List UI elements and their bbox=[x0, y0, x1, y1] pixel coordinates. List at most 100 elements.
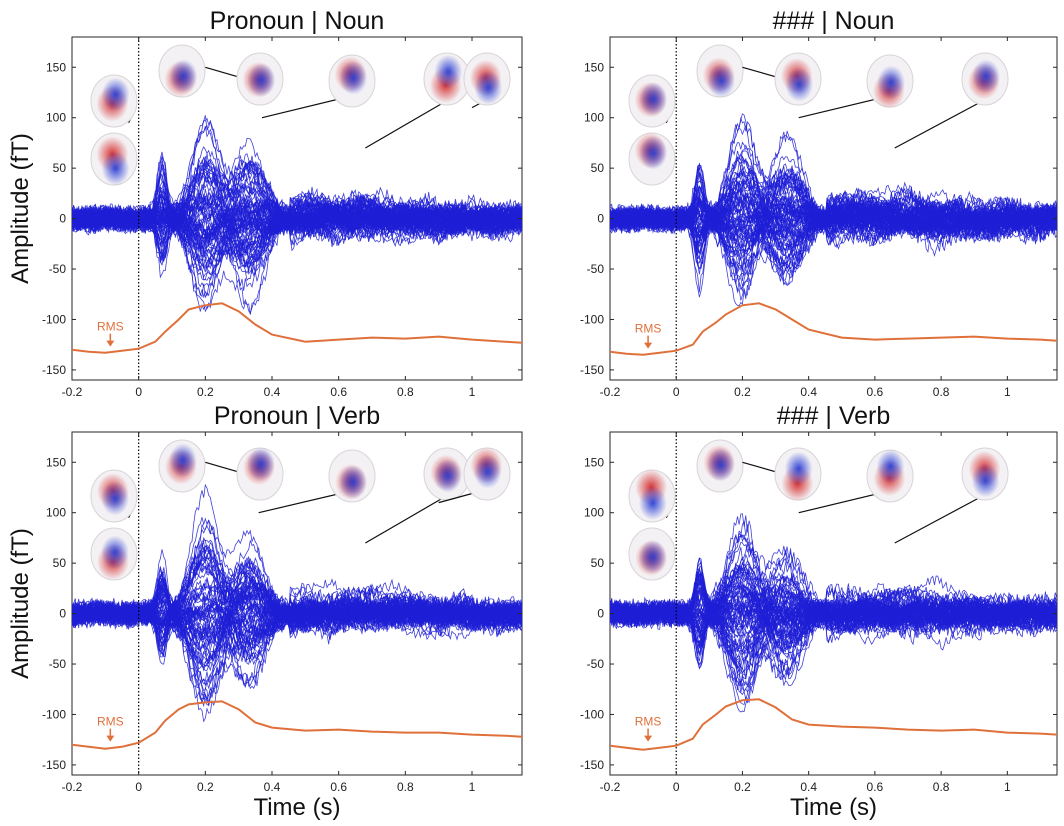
x-tick-label: 0.2 bbox=[197, 385, 214, 399]
channel-trace bbox=[610, 180, 1057, 245]
panel-pronoun-verb: Pronoun | Verb RMS -0.2 0 0.2 0.4 0.6 0.8 1 -150 -… bbox=[7, 402, 523, 821]
channel-trace bbox=[610, 596, 1057, 675]
x-tick-label: 0.2 bbox=[197, 780, 214, 794]
topomap-negative-blob bbox=[101, 77, 130, 112]
y-tick-label: -50 bbox=[587, 657, 605, 671]
x-tick-label: 0.6 bbox=[330, 385, 347, 399]
y-tick-label: 0 bbox=[597, 607, 604, 621]
topomap-negative-blob bbox=[247, 63, 276, 98]
x-tick-label: 0.6 bbox=[867, 780, 884, 794]
channel-trace bbox=[610, 564, 1057, 625]
channel-trace bbox=[610, 565, 1057, 680]
topomap-negative-blob bbox=[101, 481, 130, 516]
topomap-negative-blob bbox=[339, 60, 368, 95]
x-tick-label: 0.4 bbox=[800, 385, 817, 399]
topomap-head bbox=[696, 439, 744, 493]
y-tick-label: 150 bbox=[46, 60, 66, 74]
topomap-head bbox=[961, 52, 1009, 106]
topomap-negative-blob bbox=[434, 54, 463, 89]
x-tick-label: -0.2 bbox=[600, 780, 621, 794]
panel-title: ### | Noun bbox=[773, 7, 895, 35]
panel-pronoun-noun: Pronoun | Noun RMS -0.2 0 0.2 0.4 0.6 0.8 1 -150 -… bbox=[7, 7, 523, 399]
channel-traces bbox=[72, 115, 522, 315]
topomap-negative-blob bbox=[639, 135, 668, 170]
topomap-head bbox=[628, 469, 676, 523]
topomap-head bbox=[90, 469, 138, 523]
topomap-head bbox=[463, 52, 511, 106]
channel-trace bbox=[72, 591, 522, 641]
channel-trace bbox=[610, 193, 1057, 293]
y-tick-label: -50 bbox=[49, 262, 67, 276]
x-tick-label: 0.4 bbox=[800, 780, 817, 794]
x-tick-label: 0.8 bbox=[397, 780, 414, 794]
y-tick-label: 50 bbox=[591, 161, 605, 175]
topomap-negative-blob bbox=[473, 454, 502, 489]
panel-hash-noun: ### | Noun RMS -0.2 0 0.2 0.4 0.6 0.8 1 -150 -100 -… bbox=[580, 7, 1058, 399]
panel-title: Pronoun | Verb bbox=[214, 402, 380, 430]
x-tick-label: 0.6 bbox=[330, 780, 347, 794]
topomap-head bbox=[866, 54, 914, 109]
topomap-negative-blob bbox=[246, 447, 275, 482]
y-tick-label: 100 bbox=[584, 111, 604, 125]
topomap-negative-blob bbox=[639, 81, 668, 116]
topomap-negative-blob bbox=[638, 486, 667, 521]
channel-trace bbox=[72, 177, 522, 252]
y-tick-label: 150 bbox=[46, 455, 66, 469]
topomap-group bbox=[90, 439, 511, 581]
rms-annotation: RMS bbox=[97, 715, 124, 729]
x-tick-label: 0 bbox=[135, 780, 142, 794]
topomap-head bbox=[774, 52, 822, 106]
y-tick-label: 50 bbox=[591, 556, 605, 570]
channel-trace bbox=[610, 175, 1057, 238]
topomap-head bbox=[628, 132, 676, 186]
topomap-negative-blob bbox=[168, 443, 197, 478]
y-tick-label: -50 bbox=[49, 657, 67, 671]
topomap-head bbox=[628, 74, 676, 128]
topomap-negative-blob bbox=[877, 65, 906, 100]
channel-trace bbox=[610, 587, 1057, 696]
x-tick-label: -0.2 bbox=[62, 385, 83, 399]
topomap-head bbox=[866, 449, 914, 503]
x-tick-label: 1 bbox=[469, 780, 476, 794]
topomap-head bbox=[158, 44, 206, 98]
y-tick-label: -100 bbox=[42, 312, 66, 326]
rms-arrow-head bbox=[106, 735, 115, 742]
channel-trace bbox=[72, 539, 522, 646]
topomap-head bbox=[423, 52, 471, 106]
x-tick-label: -0.2 bbox=[62, 780, 83, 794]
channel-trace bbox=[72, 570, 522, 704]
x-axis-label: Time (s) bbox=[253, 794, 340, 821]
y-axis-label: Amplitude (fT) bbox=[7, 133, 34, 284]
y-tick-label: 100 bbox=[46, 111, 66, 125]
x-tick-label: 0 bbox=[673, 780, 680, 794]
topomap-head bbox=[961, 447, 1009, 501]
topomap-negative-blob bbox=[474, 70, 503, 105]
channel-trace bbox=[610, 584, 1057, 638]
rms-arrow-head bbox=[644, 342, 653, 349]
topomap-negative-blob bbox=[338, 464, 367, 499]
x-axis-label: Time (s) bbox=[790, 794, 877, 821]
topomap-negative-blob bbox=[433, 458, 462, 493]
channel-trace bbox=[72, 197, 522, 265]
topomap-group bbox=[90, 44, 511, 186]
y-tick-label: 50 bbox=[53, 161, 67, 175]
channel-trace bbox=[72, 200, 522, 265]
x-tick-label: 0.6 bbox=[867, 385, 884, 399]
channel-trace bbox=[610, 202, 1057, 286]
rms-line bbox=[72, 302, 522, 354]
topomap-head bbox=[774, 447, 822, 502]
x-tick-label: 0.4 bbox=[264, 780, 281, 794]
channel-trace bbox=[610, 200, 1057, 258]
panel-hash-verb: ### | Verb RMS -0.2 0 0.2 0.4 0.6 0.8 1 -150 -100 -… bbox=[580, 402, 1058, 821]
y-tick-label: 0 bbox=[59, 212, 66, 226]
rms-annotation: RMS bbox=[97, 320, 124, 334]
channel-trace bbox=[72, 549, 522, 632]
topomap-negative-blob bbox=[169, 59, 198, 94]
topomap-negative-blob bbox=[706, 447, 735, 482]
x-tick-label: 0.4 bbox=[264, 385, 281, 399]
topomap-head bbox=[90, 132, 138, 186]
x-tick-label: -0.2 bbox=[600, 385, 621, 399]
channel-trace bbox=[72, 196, 522, 238]
y-tick-label: 150 bbox=[584, 60, 604, 74]
